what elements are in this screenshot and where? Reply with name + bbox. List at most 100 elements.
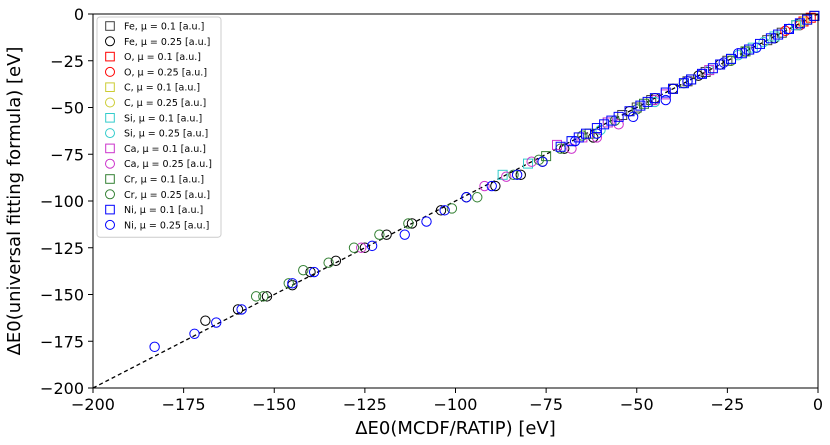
x-tick-label: −150 (252, 395, 296, 414)
data-point (330, 255, 342, 267)
axis-ticks: −200 −175 −150 −125 −100 −75 −50 −25 0 −200 −175 −1… (40, 5, 823, 414)
data-point (581, 128, 591, 139)
data-point (421, 216, 432, 227)
legend-item: O, μ = 0.25 [a.u.] (105, 66, 207, 78)
legend-item: Fe, μ = 0.1 [a.u.] (105, 21, 204, 33)
data-point (577, 130, 588, 141)
data-point (552, 139, 562, 150)
data-point (490, 180, 501, 192)
legend-label: Cr, μ = 0.1 [a.u.] (124, 175, 204, 186)
legend-label: Cr, μ = 0.25 [a.u.] (124, 190, 210, 201)
data-point (366, 240, 378, 252)
y-axis-label: ΔE0(universal fitting formula) [eV] (4, 47, 25, 356)
data-point (472, 192, 483, 203)
legend-marker (105, 158, 115, 169)
data-point (537, 156, 548, 167)
legend-item: Fe, μ = 0.25 [a.u.] (105, 36, 210, 48)
data-point (668, 83, 678, 94)
data-point (627, 111, 639, 123)
data-point (381, 229, 392, 240)
data-point (359, 242, 371, 253)
data-point (755, 38, 765, 49)
data-point (773, 29, 784, 40)
data-point (660, 87, 671, 98)
data-point (751, 42, 762, 53)
legend-item: O, μ = 0.1 [a.u.] (105, 51, 201, 63)
legend-label: O, μ = 0.1 [a.u.] (124, 52, 201, 63)
legend-label: Ni, μ = 0.1 [a.u.] (124, 205, 203, 216)
data-point (718, 57, 729, 68)
data-point (435, 205, 447, 216)
data-point (809, 10, 820, 21)
x-tick-label: −175 (162, 395, 206, 414)
legend-item: Cr, μ = 0.1 [a.u.] (105, 174, 204, 186)
series-13 (149, 23, 795, 353)
data-point (232, 304, 244, 315)
data-point (261, 291, 273, 302)
legend-marker (105, 219, 115, 230)
series-5 (798, 16, 809, 27)
data-point (406, 218, 418, 229)
data-point (555, 141, 566, 152)
data-point (613, 111, 624, 122)
data-point (446, 203, 458, 214)
data-point (559, 143, 570, 154)
data-point (526, 156, 537, 167)
data-point (439, 205, 450, 216)
legend-item: Si, μ = 0.25 [a.u.] (105, 128, 208, 140)
data-point (211, 317, 222, 328)
data-point (258, 291, 269, 302)
legend-label: C, μ = 0.1 [a.u.] (124, 83, 200, 94)
legend-marker (105, 36, 115, 47)
data-point (308, 266, 320, 278)
data-point (591, 128, 603, 139)
data-point (696, 68, 708, 80)
data-point (283, 278, 294, 289)
legend-marker (105, 51, 115, 62)
series-11 (250, 55, 737, 302)
legend-label: O, μ = 0.25 [a.u.] (124, 67, 207, 78)
data-point (461, 192, 472, 203)
data-point (758, 36, 769, 48)
legend-marker (105, 204, 115, 215)
legend-label: Ca, μ = 0.1 [a.u.] (124, 144, 206, 155)
data-point (569, 135, 581, 147)
legend-label: C, μ = 0.25 [a.u.] (124, 98, 206, 109)
data-point (642, 96, 653, 107)
data-point (149, 341, 160, 353)
data-point (794, 18, 805, 29)
data-point (250, 291, 262, 302)
legend-marker (105, 143, 115, 154)
x-tick-label: −75 (529, 395, 563, 414)
data-point (733, 48, 744, 59)
data-point (624, 106, 635, 117)
series-12 (555, 10, 820, 152)
y-tick-label: −75 (50, 145, 84, 164)
legend-marker (105, 66, 115, 77)
data-point (591, 123, 602, 134)
x-tick-label: −125 (343, 395, 387, 414)
y-tick-label: −125 (40, 239, 84, 258)
legend-item: Ca, μ = 0.25 [a.u.] (105, 158, 212, 170)
x-tick-label: −100 (434, 395, 478, 414)
y-tick-label: 0 (74, 5, 84, 24)
data-point (501, 171, 512, 182)
data-point (403, 218, 414, 229)
data-point (305, 266, 316, 278)
y-tick-label: −150 (40, 286, 84, 305)
data-point (682, 76, 693, 87)
legend-label: Ni, μ = 0.25 [a.u.] (124, 220, 209, 231)
data-point (602, 117, 613, 128)
data-point (348, 242, 360, 253)
data-point (798, 16, 809, 27)
data-point (769, 31, 780, 42)
x-axis-label: ΔE0(MCDF/RATIP) [eV] (355, 418, 556, 439)
legend-item: Ca, μ = 0.1 [a.u.] (105, 143, 206, 155)
data-point (515, 169, 526, 181)
data-point (740, 46, 751, 57)
y-tick-label: −175 (40, 332, 84, 351)
data-point (660, 94, 671, 106)
legend-item: Cr, μ = 0.25 [a.u.] (105, 189, 210, 201)
legend-label: Ca, μ = 0.25 [a.u.] (124, 159, 212, 170)
data-point (765, 33, 776, 44)
